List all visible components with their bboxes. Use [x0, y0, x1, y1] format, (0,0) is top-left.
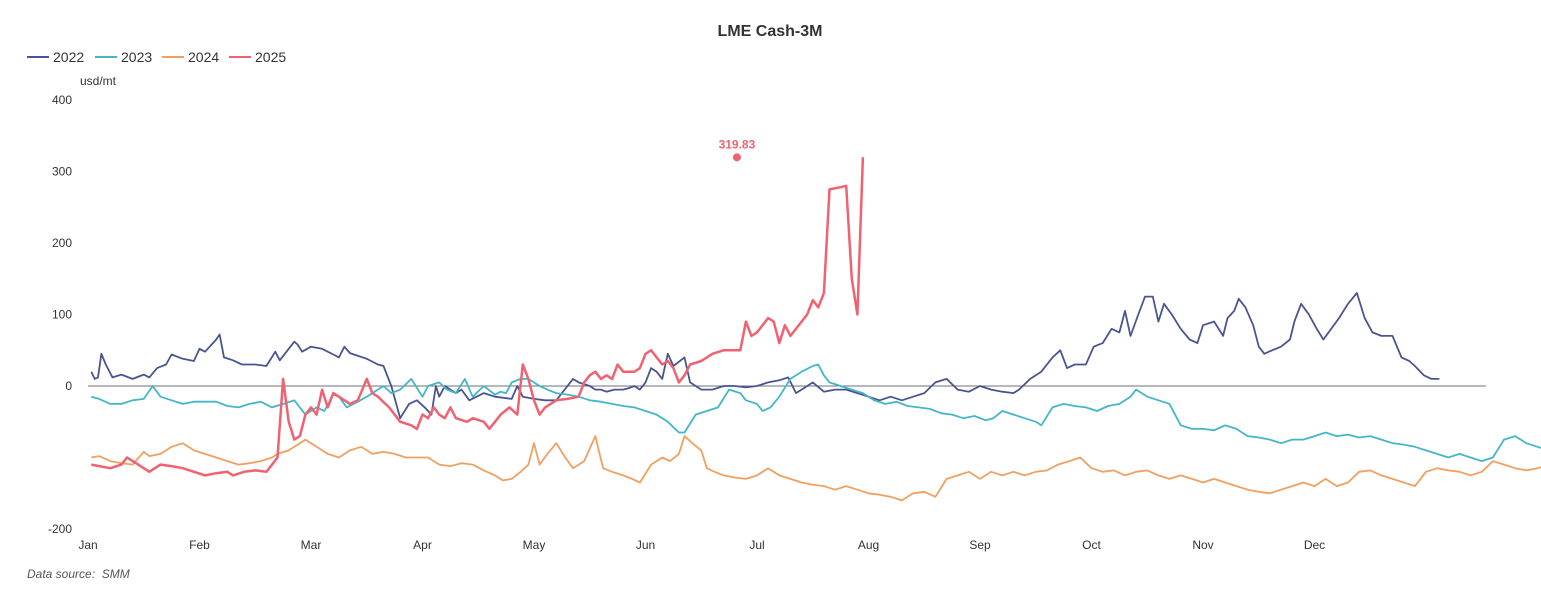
legend-item-2025[interactable]: 2025: [229, 49, 286, 65]
x-tick-label: Feb: [189, 538, 210, 552]
x-tick-label: May: [523, 538, 546, 552]
x-tick-label: Jul: [749, 538, 764, 552]
peak-value-label: 319.83: [719, 137, 756, 151]
peak-annotation: 319.83: [719, 137, 756, 162]
chart-title: LME Cash-3M: [718, 23, 823, 40]
x-tick-label: Aug: [858, 538, 879, 552]
y-axis: 400 300 200 100 0 -200: [48, 93, 72, 536]
peak-marker: [732, 153, 741, 162]
legend-item-2022[interactable]: 2022: [27, 49, 84, 65]
y-tick-label: 400: [52, 93, 72, 107]
y-tick-label: 300: [52, 165, 72, 179]
legend-label: 2022: [53, 49, 84, 65]
x-axis: Jan Feb Mar Apr May Jun Jul Aug Sep Oct Nov Dec: [78, 538, 1325, 552]
series-line-2025: [91, 157, 865, 477]
x-tick-label: Oct: [1082, 538, 1101, 552]
legend-label: 2023: [121, 49, 152, 65]
y-tick-label: 0: [65, 379, 72, 393]
x-tick-label: Apr: [413, 538, 432, 552]
legend-item-2023[interactable]: 2023: [95, 49, 152, 65]
series-group: [90, 157, 1541, 502]
series-line-2023: [91, 363, 1541, 462]
y-tick-label: 200: [52, 236, 72, 250]
x-tick-label: Nov: [1192, 538, 1213, 552]
series-line-2024: [91, 435, 1541, 502]
x-tick-label: Jun: [636, 538, 655, 552]
y-axis-unit: usd/mt: [80, 74, 117, 88]
y-tick-label: -200: [48, 522, 72, 536]
series-line-2022: [90, 292, 1440, 420]
x-tick-label: Jan: [78, 538, 97, 552]
legend-label: 2025: [255, 49, 286, 65]
x-tick-label: Mar: [301, 538, 322, 552]
source-prefix: Data source:: [27, 567, 96, 581]
x-tick-label: Dec: [1304, 538, 1325, 552]
y-tick-label: 100: [52, 308, 72, 322]
x-tick-label: Sep: [969, 538, 991, 552]
legend-label: 2024: [188, 49, 219, 65]
source-name: SMM: [101, 567, 130, 581]
legend[interactable]: 2022 2023 2024 2025: [27, 49, 286, 65]
data-source: Data source: SMM: [27, 567, 130, 581]
legend-item-2024[interactable]: 2024: [162, 49, 219, 65]
